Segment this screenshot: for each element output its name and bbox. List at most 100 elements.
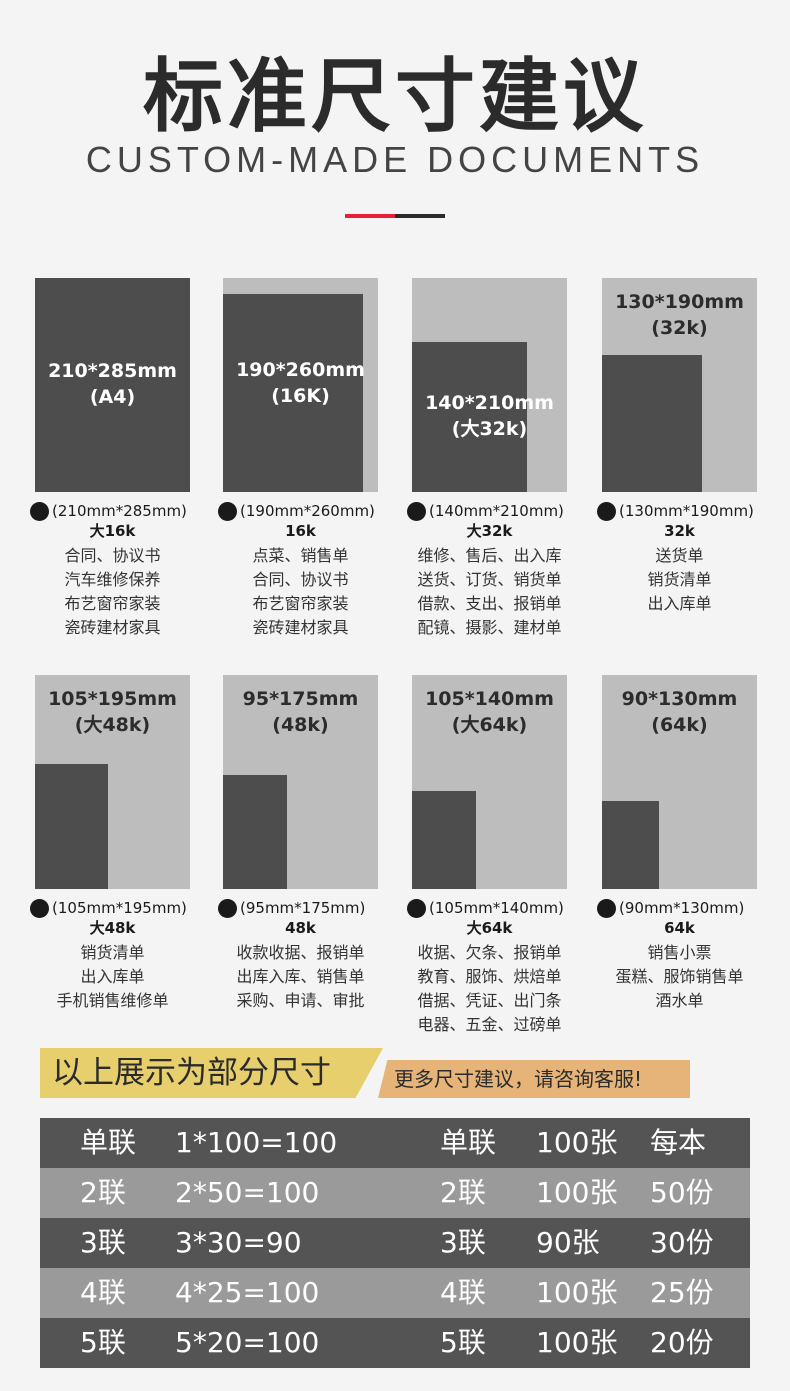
use-line: 合同、协议书 [64, 546, 161, 565]
table-row: 4联 4*25=100 4联 100张 25份 [40, 1268, 750, 1318]
use-line: 送货单 [655, 546, 704, 565]
use-line: 采购、申请、审批 [236, 991, 365, 1010]
use-line: 出库入库、销售单 [236, 967, 365, 986]
table-cell: 100张 [536, 1126, 618, 1159]
table-cell: 3*30=90 [175, 1226, 302, 1259]
size-spec-text: (130mm*190mm) [619, 502, 754, 520]
use-line: 销售小票 [647, 943, 712, 962]
format-name: 16k [285, 522, 316, 540]
paper-size-block [412, 791, 476, 889]
table-cell: 单联 [80, 1126, 137, 1159]
table-cell: 100张 [536, 1276, 618, 1309]
size-format: (大48k) [74, 714, 151, 736]
size-spec: (95mm*175mm) [218, 897, 378, 919]
size-card: 90*130mm (64k) (90mm*130mm) 64k 销售小票 蛋糕、服… [597, 675, 757, 1013]
size-format: (大32k) [451, 418, 528, 440]
use-line: 蛋糕、服饰销售单 [615, 967, 744, 986]
size-dimensions: 210*285mm [48, 360, 177, 382]
table-cell: 100张 [536, 1326, 618, 1359]
size-spec-text: (190mm*260mm) [240, 502, 375, 520]
paper-thumbnail: 105*195mm (大48k) [35, 675, 190, 889]
use-list: 点菜、销售单 合同、协议书 布艺窗帘家装 瓷砖建材家具 [223, 544, 378, 640]
use-line: 出入库单 [647, 594, 712, 613]
use-list: 收款收据、报销单 出库入库、销售单 采购、申请、审批 [223, 941, 378, 1013]
table-cell: 50份 [650, 1176, 714, 1209]
paper-size-block [223, 294, 363, 492]
table-row: 5联 5*20=100 5联 100张 20份 [40, 1318, 750, 1368]
use-line: 维修、售后、出入库 [417, 546, 562, 565]
size-spec: (105mm*195mm) [30, 897, 190, 919]
bullet-icon [218, 899, 237, 918]
use-line: 点菜、销售单 [252, 546, 349, 565]
use-line: 销货清单 [647, 570, 712, 589]
table-cell: 3联 [80, 1226, 126, 1259]
size-spec: (90mm*130mm) [597, 897, 757, 919]
size-format: (32k) [651, 317, 708, 339]
use-line: 送货、订货、销货单 [417, 570, 562, 589]
size-dimensions: 105*195mm [48, 688, 177, 710]
format-name: 大48k [89, 919, 136, 937]
size-format: (大64k) [451, 714, 528, 736]
use-line: 手机销售维修单 [56, 991, 169, 1010]
table-cell: 2联 [440, 1176, 486, 1209]
size-dimensions: 140*210mm [425, 392, 554, 414]
size-dimensions: 105*140mm [425, 688, 554, 710]
bullet-icon [407, 502, 426, 521]
table-row: 单联 1*100=100 单联 100张 每本 [40, 1118, 750, 1168]
table-cell: 20份 [650, 1326, 714, 1359]
paper-size-block [602, 801, 659, 889]
size-label: 210*285mm (A4) [35, 358, 190, 410]
size-card: 190*260mm (16K) (190mm*260mm) 16k 点菜、销售单… [218, 278, 378, 640]
cta-banner-text: 更多尺寸建议，请咨询客服! [394, 1067, 643, 1091]
size-spec: (210mm*285mm) [30, 500, 190, 522]
paper-thumbnail: 95*175mm (48k) [223, 675, 378, 889]
paper-size-block [35, 764, 108, 889]
size-spec-text: (105mm*195mm) [52, 899, 187, 917]
size-label: 95*175mm (48k) [223, 686, 378, 738]
use-line: 收款收据、报销单 [236, 943, 365, 962]
table-cell: 30份 [650, 1226, 714, 1259]
table-cell: 5联 [80, 1326, 126, 1359]
table-cell: 2联 [80, 1176, 126, 1209]
size-dimensions: 130*190mm [615, 291, 744, 313]
format-name: 48k [285, 919, 316, 937]
size-card: 105*140mm (大64k) (105mm*140mm) 大64k 收据、欠… [407, 675, 567, 1037]
use-line: 借款、支出、报销单 [417, 594, 562, 613]
table-cell: 100张 [536, 1176, 618, 1209]
use-list: 维修、售后、出入库 送货、订货、销货单 借款、支出、报销单 配镜、摄影、建材单 [412, 544, 567, 640]
size-label: 130*190mm (32k) [602, 289, 757, 341]
use-line: 出入库单 [80, 967, 145, 986]
use-line: 教育、服饰、烘焙单 [417, 967, 562, 986]
paper-thumbnail: 210*285mm (A4) [35, 278, 190, 492]
use-list: 收据、欠条、报销单 教育、服饰、烘焙单 借据、凭证、出门条 电器、五金、过磅单 [412, 941, 567, 1037]
size-spec-text: (210mm*285mm) [52, 502, 187, 520]
bullet-icon [597, 899, 616, 918]
size-spec-text: (105mm*140mm) [429, 899, 564, 917]
format-name: 32k [664, 522, 695, 540]
table-row: 2联 2*50=100 2联 100张 50份 [40, 1168, 750, 1218]
use-list: 合同、协议书 汽车维修保养 布艺窗帘家装 瓷砖建材家具 [35, 544, 190, 640]
size-spec-text: (95mm*175mm) [240, 899, 366, 917]
use-line: 借据、凭证、出门条 [417, 991, 562, 1010]
size-label: 105*140mm (大64k) [412, 686, 567, 738]
size-card: 95*175mm (48k) (95mm*175mm) 48k 收款收据、报销单… [218, 675, 378, 1013]
banner-text: 以上展示为部分尺寸 [52, 1055, 331, 1091]
use-line: 汽车维修保养 [64, 570, 161, 589]
size-label: 105*195mm (大48k) [35, 686, 190, 738]
table-cell: 25份 [650, 1276, 714, 1309]
paper-thumbnail: 140*210mm (大32k) [412, 278, 567, 492]
size-dimensions: 190*260mm [236, 359, 365, 381]
table-cell: 3联 [440, 1226, 486, 1259]
paper-size-block [223, 775, 287, 889]
use-list: 销售小票 蛋糕、服饰销售单 酒水单 [602, 941, 757, 1013]
table-cell: 4联 [80, 1276, 126, 1309]
size-spec-text: (90mm*130mm) [619, 899, 745, 917]
table-cell: 4*25=100 [175, 1276, 320, 1309]
use-list: 送货单销货清单出入库单 [602, 544, 757, 616]
size-format: (16K) [271, 385, 330, 407]
use-line: 瓷砖建材家具 [252, 618, 349, 637]
paper-size-block [602, 355, 702, 492]
size-card: 105*195mm (大48k) (105mm*195mm) 大48k 销货清单… [30, 675, 190, 1013]
size-label: 140*210mm (大32k) [412, 390, 567, 442]
table-cell: 5*20=100 [175, 1326, 320, 1359]
